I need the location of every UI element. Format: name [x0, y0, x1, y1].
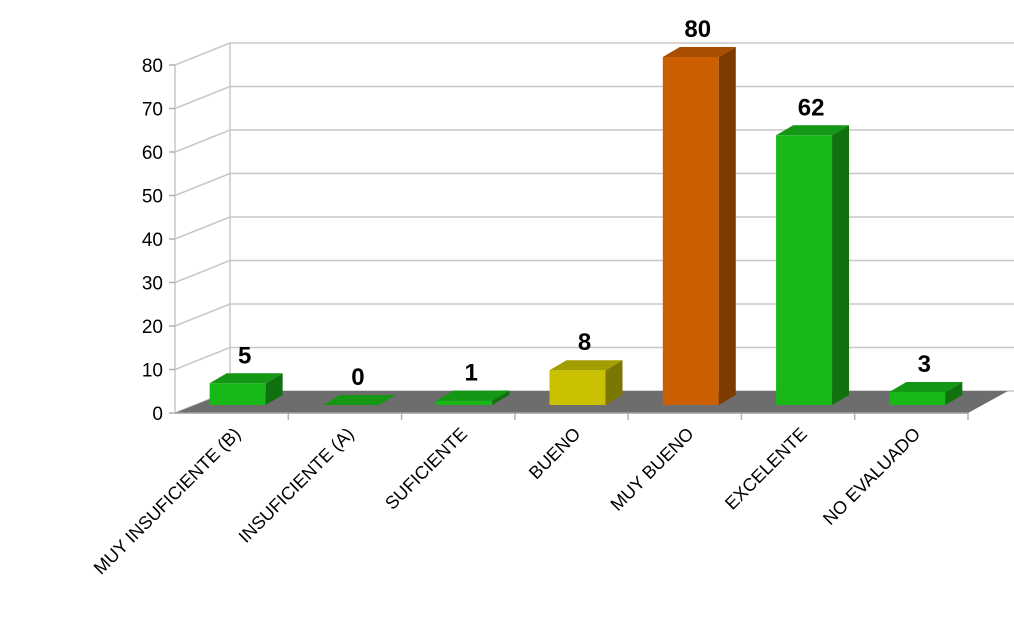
bar-top [209, 373, 283, 384]
gridline-side [174, 346, 231, 371]
x-category-label: EXCELENTE [721, 424, 811, 514]
bars [209, 47, 963, 406]
y-tick-label: 40 [142, 230, 163, 251]
bar-side [265, 373, 283, 405]
bar-bueno [549, 360, 623, 405]
x-category-label: SUFICIENTE [381, 424, 471, 514]
data-label: 62 [798, 94, 825, 121]
x-category-label: BUENO [525, 424, 584, 483]
data-label: 8 [578, 329, 591, 356]
data-labels: 5 0 1 8 80 62 3 [238, 16, 931, 391]
y-tick-label: 70 [142, 100, 163, 121]
bar-top [549, 360, 623, 371]
bar-front [209, 383, 266, 405]
bar-front [776, 135, 833, 406]
bar-front [889, 391, 946, 405]
bar-excelente [776, 125, 850, 406]
bar-top [776, 125, 850, 136]
bar-front [549, 370, 606, 405]
gridline-side [174, 303, 231, 327]
x-category-label: MUY BUENO [607, 424, 698, 515]
data-label: 80 [684, 16, 711, 43]
bar-front [436, 400, 493, 405]
bar-top [662, 47, 736, 57]
y-axis-tick-labels: 0 10 20 30 40 50 60 70 80 [142, 56, 163, 425]
bar-muy-bueno [662, 47, 736, 405]
data-label: 5 [238, 342, 251, 369]
x-category-label: MUY INSUFICIENTE (B) [90, 424, 245, 579]
y-tick-label: 60 [142, 143, 163, 164]
y-tick-label: 30 [142, 274, 163, 295]
bar-side [945, 381, 963, 405]
y-tick-label: 10 [142, 361, 163, 382]
data-label: 3 [918, 351, 931, 378]
bar-muy-insuficiente-b [209, 373, 283, 405]
bar-insuficiente-a [322, 395, 396, 405]
gridline-side [174, 129, 231, 153]
y-tick-label: 50 [142, 187, 163, 208]
data-label: 1 [465, 360, 478, 387]
y-tick-label: 20 [142, 317, 163, 338]
gridline-side [174, 259, 231, 284]
x-category-label: NO EVALUADO [819, 424, 924, 529]
data-label: 0 [351, 364, 364, 391]
x-category-label: INSUFICIENTE (A) [235, 424, 358, 547]
bar-top [322, 395, 396, 405]
gridline-side [174, 216, 231, 240]
x-axis-category-labels: MUY INSUFICIENTE (B)INSUFICIENTE (A) SUFI… [90, 424, 924, 579]
y-tick-label: 80 [142, 56, 163, 77]
gridline-side [174, 42, 231, 66]
bar-side [492, 390, 510, 405]
bar-side [605, 360, 623, 405]
gridlines [169, 42, 1014, 420]
bar-suficiente [436, 390, 510, 405]
bar-top [889, 381, 963, 392]
y-tick-label: 0 [152, 404, 163, 425]
bar-no-evaluado [889, 381, 963, 405]
gridline-side [174, 85, 231, 110]
bar-front [662, 57, 719, 405]
bar-side [832, 125, 850, 406]
gridline-side [174, 172, 231, 197]
bar-side [718, 47, 736, 405]
bar-top [436, 390, 510, 401]
